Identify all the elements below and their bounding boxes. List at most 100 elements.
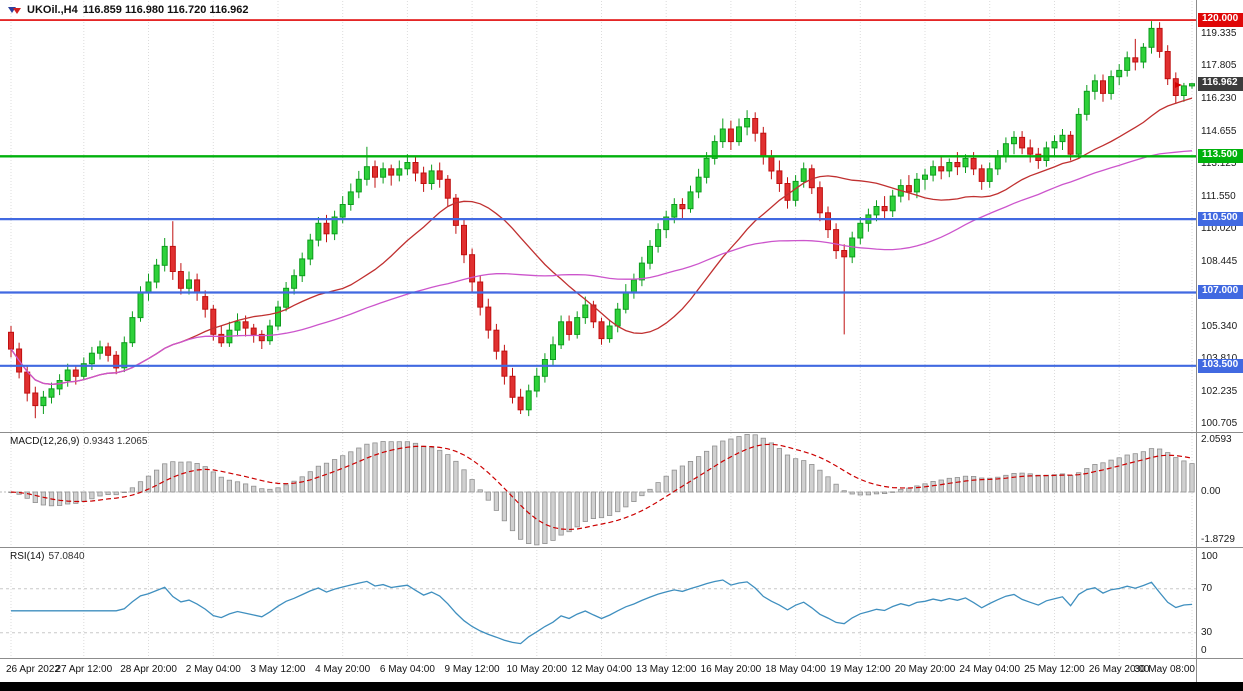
macd-histogram-bar: [979, 477, 985, 493]
macd-histogram-bar: [81, 491, 87, 502]
macd-histogram-bar: [469, 479, 475, 493]
candle-body: [242, 321, 249, 329]
ma-slow-line: [10, 150, 1193, 385]
macd-histogram-bar: [987, 477, 993, 493]
candle-body: [1108, 76, 1115, 94]
candle-body: [1180, 85, 1187, 97]
rsi-indicator-label: RSI(14) 57.0840: [10, 551, 85, 562]
candle-body: [153, 264, 160, 283]
macd-histogram-bar: [477, 489, 483, 493]
macd-histogram-bar: [1019, 472, 1025, 493]
macd-histogram-bar: [1092, 463, 1098, 493]
macd-histogram-bar: [509, 491, 516, 532]
candle-body: [202, 296, 209, 310]
macd-histogram-bar: [1035, 474, 1041, 493]
macd-histogram-bar: [396, 441, 402, 493]
macd-histogram-bar: [251, 485, 257, 493]
candle-body: [566, 321, 573, 335]
macd-histogram-bar: [145, 475, 152, 493]
macd-histogram-bar: [906, 487, 912, 493]
candle-body: [582, 304, 589, 319]
candle-body: [404, 162, 411, 170]
candle-body: [501, 350, 508, 377]
candle-body: [986, 168, 993, 182]
macd-histogram-bar: [1011, 472, 1017, 493]
candle-body: [250, 327, 257, 335]
rsi-name: RSI(14): [10, 551, 45, 562]
candle-body: [752, 118, 759, 134]
macd-histogram-bar: [736, 436, 742, 493]
macd-histogram-bar: [1116, 457, 1122, 493]
candle-body: [768, 155, 775, 172]
macd-histogram-bar: [825, 476, 831, 493]
macd-histogram-bar: [1181, 460, 1187, 493]
candle-body: [307, 239, 314, 260]
macd-histogram-bar: [453, 460, 459, 493]
candle-body: [913, 178, 920, 193]
macd-histogram-bar: [971, 475, 977, 493]
candle-body: [1164, 51, 1171, 80]
candle-body: [606, 325, 613, 340]
candle-body: [80, 363, 87, 377]
candle-body: [776, 170, 783, 184]
macd-histogram-bar: [113, 491, 119, 496]
macd-histogram-bar: [930, 480, 936, 493]
macd-histogram-bar: [623, 491, 629, 508]
candle-body: [299, 258, 306, 277]
symbol-marker-icon: [8, 6, 21, 14]
macd-histogram-bar: [849, 491, 855, 495]
macd-histogram-bar: [801, 460, 807, 493]
macd-histogram-bar: [1043, 474, 1049, 493]
macd-histogram-bar: [1051, 474, 1058, 493]
macd-histogram-bar: [1068, 474, 1074, 493]
macd-histogram-bar: [210, 471, 216, 493]
macd-histogram-bar: [631, 491, 637, 503]
candle-body: [347, 191, 354, 205]
chart-ohlc-values: 116.859 116.980 116.720 116.962: [82, 4, 249, 16]
candle-body: [1189, 83, 1195, 87]
candle-body: [1156, 27, 1163, 52]
macd-histogram-bar: [283, 484, 289, 493]
macd-histogram-bar: [1148, 448, 1155, 493]
candle-body: [88, 352, 95, 365]
candle-body: [1043, 147, 1050, 161]
candle-body: [72, 369, 79, 377]
macd-histogram-bar: [914, 485, 920, 493]
macd-histogram-bar: [776, 448, 783, 493]
candle-body: [816, 187, 823, 214]
macd-histogram-bar: [655, 482, 661, 493]
macd-histogram-bar: [404, 441, 411, 493]
chart-title: UKOil.,H4 116.859 116.980 116.720 116.96…: [8, 4, 249, 16]
macd-histogram-bar: [202, 466, 208, 493]
bottom-black-bar: [0, 682, 1243, 691]
macd-histogram-bar: [428, 447, 435, 493]
candle-body: [638, 262, 645, 281]
candle-body: [186, 279, 192, 289]
candle-body: [194, 279, 201, 293]
candle-body: [210, 308, 217, 335]
candle-body: [283, 287, 290, 308]
chart-symbol-period: UKOil.,H4: [27, 4, 78, 16]
macd-histogram-bar: [89, 491, 95, 500]
candle-body: [1116, 69, 1123, 78]
macd-histogram-bar: [445, 454, 451, 493]
macd-histogram-bar: [744, 433, 750, 493]
candle-body: [420, 172, 427, 184]
candle-body: [760, 132, 767, 157]
candle-body: [954, 162, 961, 168]
candle-body: [48, 388, 55, 398]
macd-histogram-bar: [1084, 468, 1090, 493]
candle-body: [258, 333, 265, 342]
macd-histogram-bar: [954, 477, 961, 493]
macd-histogram-bar: [40, 491, 47, 506]
macd-histogram-bar: [275, 487, 281, 493]
macd-histogram-bar: [65, 491, 71, 505]
macd-histogram-bar: [501, 491, 508, 522]
macd-histogram-bar: [307, 471, 313, 493]
macd-histogram-bar: [1124, 454, 1130, 493]
candle-body: [428, 170, 435, 184]
macd-histogram-bar: [574, 491, 580, 528]
macd-histogram-bar: [712, 445, 718, 493]
